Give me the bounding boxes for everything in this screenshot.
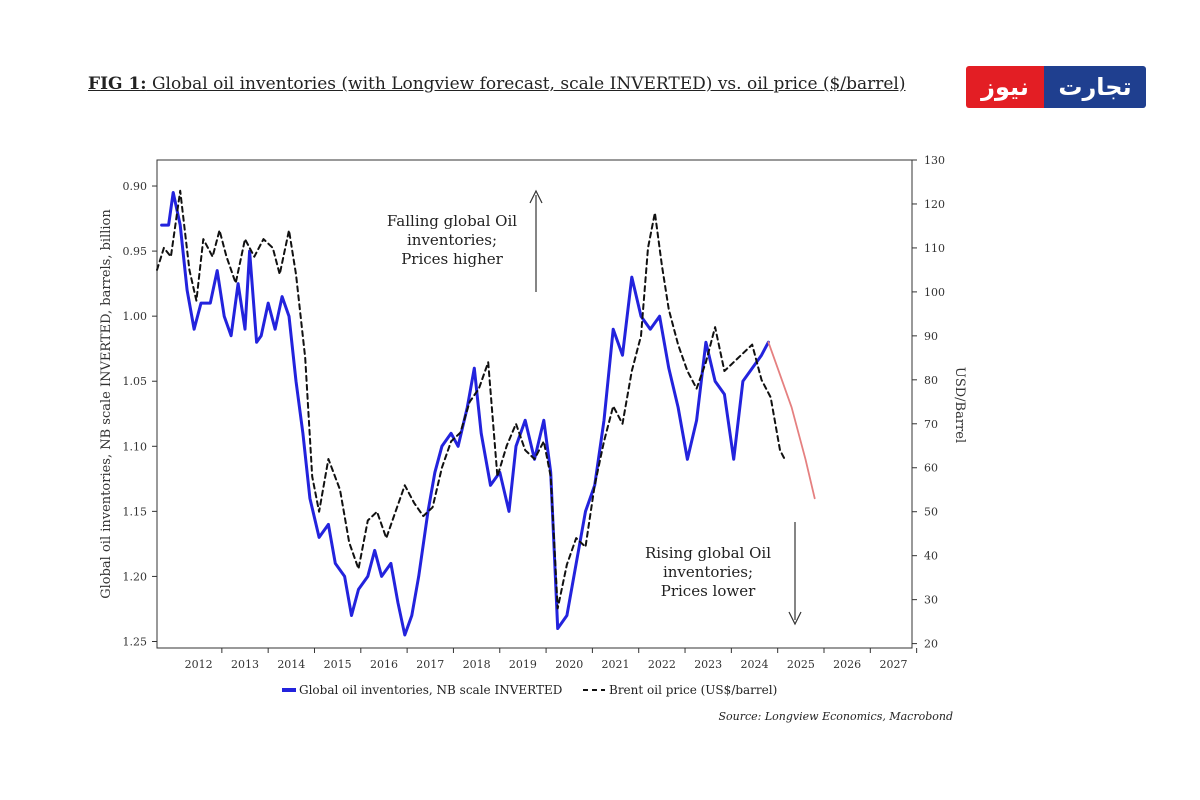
- x-tick-label: 2013: [231, 658, 259, 671]
- annotation-bottom-line: inventories;: [663, 563, 753, 581]
- right-tick-label: 120: [924, 198, 945, 211]
- right-tick-label: 60: [924, 462, 938, 475]
- annotation-top-line: Prices higher: [401, 250, 503, 268]
- legend-price-label: Brent oil price (US$/barrel): [609, 683, 777, 697]
- brent-price-line: [156, 189, 786, 610]
- right-tick-label: 70: [924, 418, 938, 431]
- x-tick-label: 2016: [370, 658, 398, 671]
- left-tick-label: 1.25: [123, 635, 148, 648]
- x-tick-label: 2024: [741, 658, 769, 671]
- right-tick-label: 80: [924, 374, 938, 387]
- x-tick-label: 2012: [185, 658, 213, 671]
- right-tick-label: 90: [924, 330, 938, 343]
- source-note: Source: Longview Economics, Macrobond: [718, 710, 953, 723]
- left-tick-label: 1.05: [123, 375, 148, 388]
- annotation-bottom-line: Rising global Oil: [645, 544, 771, 562]
- annotation-bottom-line: Prices lower: [661, 582, 756, 600]
- figure-title: FIG 1: Global oil inventories (with Long…: [88, 74, 906, 94]
- right-tick-label: 30: [924, 594, 938, 607]
- right-tick-label: 100: [924, 286, 945, 299]
- right-tick-label: 20: [924, 638, 938, 651]
- x-tick-label: 2027: [879, 658, 907, 671]
- left-tick-label: 1.10: [123, 440, 148, 453]
- x-tick-label: 2015: [324, 658, 352, 671]
- right-tick-label: 130: [924, 154, 945, 167]
- right-axis-title: USD/Barrel: [952, 367, 967, 443]
- x-tick-label: 2023: [694, 658, 722, 671]
- x-tick-label: 2017: [416, 658, 444, 671]
- x-tick-label: 2018: [463, 658, 491, 671]
- x-tick-label: 2022: [648, 658, 676, 671]
- down-arrow-head: [788, 611, 802, 626]
- logo-blue-part: تجارت: [1044, 66, 1146, 108]
- x-tick-label: 2020: [555, 658, 583, 671]
- x-tick-label: 2021: [602, 658, 630, 671]
- left-tick-label: 1.15: [123, 505, 148, 518]
- left-axis-title: Global oil inventories, NB scale INVERTE…: [99, 209, 114, 599]
- figure-title-text: Global oil inventories (with Longview fo…: [146, 74, 906, 94]
- x-tick-label: 2026: [833, 658, 861, 671]
- x-tick-label: 2014: [277, 658, 305, 671]
- right-tick-label: 110: [924, 242, 945, 255]
- inventories-forecast-line: [767, 341, 816, 500]
- annotation-top-line: inventories;: [407, 231, 497, 249]
- left-tick-label: 0.95: [123, 245, 148, 258]
- plot-frame: [156, 159, 913, 649]
- inventories-line: [160, 191, 770, 637]
- up-arrow-head: [529, 189, 543, 204]
- left-tick-label: 1.20: [123, 570, 148, 583]
- right-tick-label: 50: [924, 506, 938, 519]
- x-tick-label: 2019: [509, 658, 537, 671]
- logo-red-part: نیوز: [966, 66, 1044, 108]
- right-tick-label: 40: [924, 550, 938, 563]
- figure-title-bold: FIG 1:: [88, 74, 147, 94]
- left-tick-label: 1.00: [123, 310, 148, 323]
- left-tick-label: 0.90: [123, 180, 148, 193]
- legend-inventories-label: Global oil inventories, NB scale INVERTE…: [299, 683, 562, 697]
- brand-logo: نیوز تجارت: [966, 66, 1146, 108]
- x-tick-label: 2025: [787, 658, 815, 671]
- annotation-top-line: Falling global Oil: [387, 212, 517, 230]
